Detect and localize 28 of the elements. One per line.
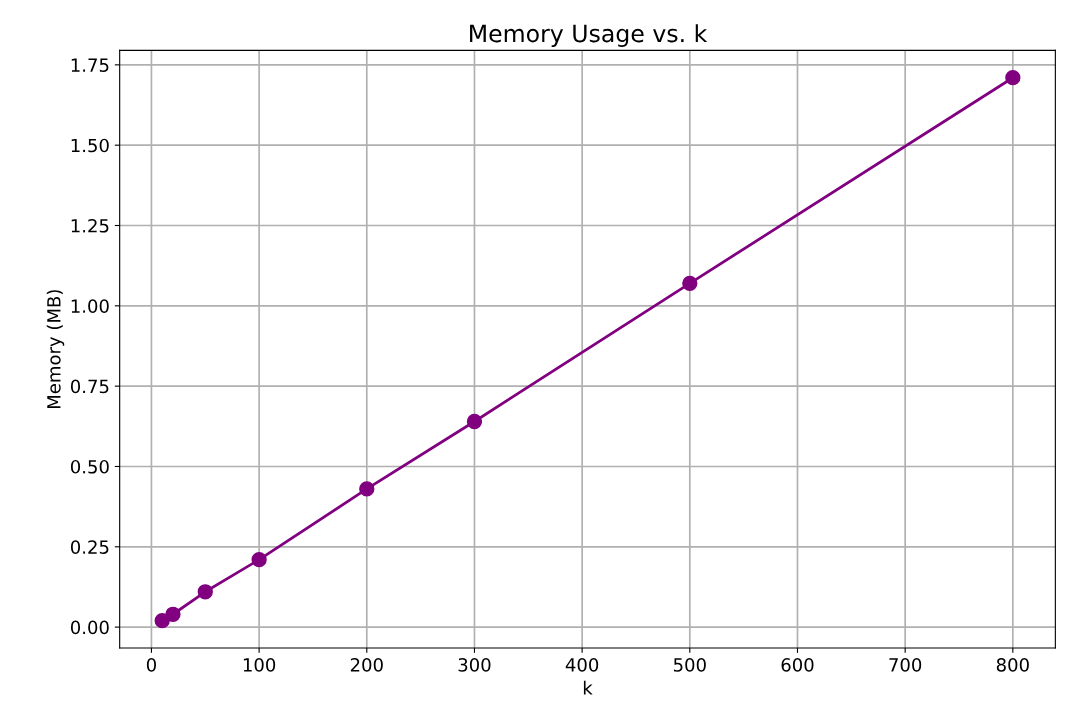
point bbox=[359, 481, 375, 497]
x-tick-label: 100 bbox=[243, 658, 276, 672]
x-tick-label: 0 bbox=[146, 658, 156, 672]
y-tick-label: 1.75 bbox=[71, 58, 109, 72]
y-tick-label: 0.75 bbox=[70, 379, 109, 394]
y-tick-label: 0.25 bbox=[70, 540, 109, 554]
x-tick-label: 800 bbox=[996, 658, 1029, 672]
x-tick-label: 300 bbox=[458, 658, 491, 672]
y-tick-label: 1.50 bbox=[71, 138, 109, 153]
point bbox=[682, 275, 698, 291]
y-axis-title: Memory (MB) bbox=[46, 290, 65, 409]
y-tick-label: 1.25 bbox=[71, 218, 109, 233]
point bbox=[1005, 70, 1021, 86]
x-tick-label: 700 bbox=[889, 658, 922, 672]
x-tick-label: 500 bbox=[673, 658, 706, 672]
point bbox=[154, 613, 170, 629]
y-tick-label: 1.00 bbox=[71, 299, 109, 313]
x-tick-label: 400 bbox=[565, 658, 599, 672]
y-tick-label: 0.00 bbox=[70, 620, 109, 635]
chart-title: Memory Usage vs. k bbox=[470, 24, 708, 47]
point bbox=[466, 413, 483, 430]
x-tick-label: 200 bbox=[350, 658, 383, 672]
y-tick-label: 0.50 bbox=[70, 459, 109, 474]
point bbox=[251, 552, 267, 568]
point bbox=[165, 606, 181, 622]
x-axis-title: k bbox=[583, 680, 593, 695]
point bbox=[197, 584, 213, 600]
x-tick-label: 600 bbox=[781, 658, 814, 672]
